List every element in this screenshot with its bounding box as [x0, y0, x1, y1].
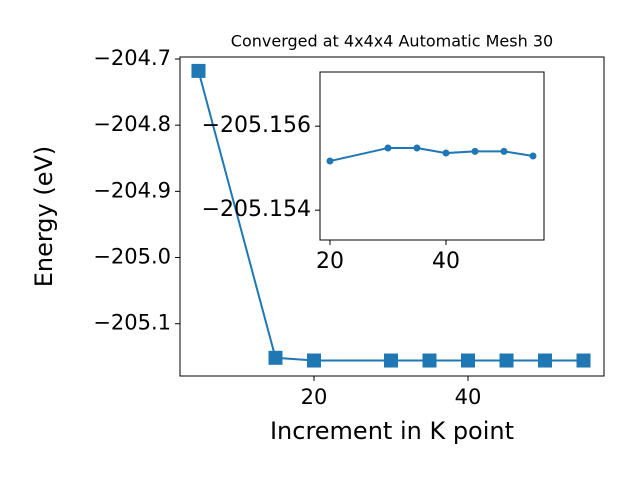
chart-title: Converged at 4x4x4 Automatic Mesh 30 [231, 32, 553, 51]
y-tick-label: −204.7 [93, 46, 171, 70]
y-tick-label: −204.8 [93, 112, 171, 136]
y-tick-label: −205.0 [93, 245, 171, 269]
marker [422, 353, 437, 368]
marker [576, 353, 591, 368]
marker [461, 353, 476, 368]
x-tick-label: 40 [455, 385, 482, 409]
marker [413, 144, 421, 152]
marker [306, 353, 321, 368]
marker [499, 353, 514, 368]
marker [326, 157, 334, 165]
marker [471, 147, 479, 155]
x-axis-label: Increment in K point [270, 417, 514, 445]
marker [538, 353, 553, 368]
x-tick-label: 40 [432, 249, 460, 274]
marker [268, 350, 283, 365]
marker [191, 63, 206, 78]
marker [383, 353, 398, 368]
y-tick-label: −205.154 [202, 197, 311, 222]
marker [500, 147, 508, 155]
y-tick-label: −205.156 [202, 113, 311, 138]
y-tick-label: −204.9 [93, 178, 171, 202]
x-tick-label: 20 [301, 385, 328, 409]
marker [384, 144, 392, 152]
marker [529, 152, 537, 160]
plot-area [319, 71, 545, 241]
y-axis-label: Energy (eV) [30, 146, 58, 288]
x-tick-label: 20 [316, 249, 344, 274]
marker [442, 149, 450, 157]
y-tick-label: −205.1 [93, 311, 171, 335]
